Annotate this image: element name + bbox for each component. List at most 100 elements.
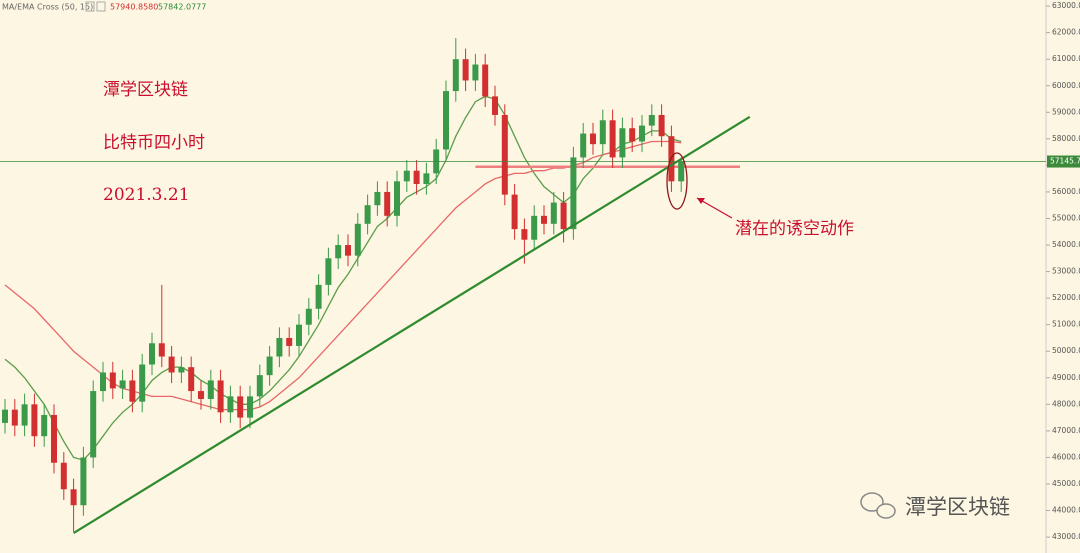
indicator-settings[interactable] [96,1,106,12]
candle-body [31,404,38,437]
candle-body [227,396,234,413]
candle-body [472,64,479,81]
callout-arrow [696,197,733,219]
candle-body [335,245,342,259]
indicator-name: MA/EMA Cross (50, 15) [2,3,93,12]
candle-body [139,364,146,402]
candle-body [296,324,302,346]
candle-body [217,380,224,413]
y-tick-label: 62000.00 [1052,28,1080,37]
candle-body [80,457,87,506]
candle-body [560,202,567,230]
candle-body [599,120,606,145]
candle-body [521,229,528,240]
callout-arrowhead [697,198,705,204]
watermark: 潭学区块链 [905,495,1010,519]
candle-body [286,337,293,346]
candle-body [501,114,508,195]
candle-body [90,391,97,458]
candle-body [580,133,587,158]
y-tick-label: 47000.00 [1052,426,1080,435]
y-tick-label: 43000.00 [1052,532,1080,541]
highlight-ellipse [666,152,688,210]
candle-body [325,258,332,285]
candle-body [60,462,67,490]
candle-body [364,205,371,224]
candle-body [11,409,18,426]
candle-body [256,375,263,397]
y-tick-label: 44000.00 [1052,506,1080,515]
trend-line [73,115,751,535]
candle-body [354,223,361,256]
candle-body [247,396,253,418]
y-tick-label: 48000.00 [1052,399,1080,408]
candle-body [149,343,155,365]
candle-body [276,337,283,357]
candle-body [678,161,685,182]
candle-body [550,202,557,224]
y-tick-label: 45000.00 [1052,479,1080,488]
candle-body [648,114,655,126]
candle-body [511,194,518,230]
candle-body [629,128,636,142]
plot-area [0,37,1046,535]
watermark-icon [860,492,896,519]
candle-body [41,414,48,437]
candle-body [188,367,195,392]
y-tick-label: 59000.00 [1052,107,1080,116]
candle-body [462,59,469,81]
candle-body [21,404,28,426]
candle-body [639,125,645,142]
ema-value: 57842.0777 [158,3,206,12]
candle-body [374,191,381,206]
candle-body [531,215,538,240]
indicator-toggle[interactable] [85,1,95,12]
annotation-date: 2021.3.21 [103,185,190,205]
y-tick-label: 51000.00 [1052,320,1080,329]
y-tick-label: 61000.00 [1052,54,1080,63]
candle-body [207,380,214,400]
annotation-callout: 潜在的诱空动作 [735,219,854,239]
candle-body [413,170,420,184]
y-tick-label: 58000.00 [1052,134,1080,143]
candle-body [51,414,57,463]
candle-body [237,396,244,418]
candle-body [394,181,400,216]
candle-body [266,356,273,376]
last-price-label: 57145.78 [1050,157,1080,166]
y-tick-label: 53000.00 [1052,267,1080,276]
annotation-subtitle: 比特币四小时 [103,133,205,153]
annotation-title: 潭学区块链 [103,80,188,100]
candle-body [619,128,626,158]
y-tick-label: 52000.00 [1052,293,1080,302]
candle-body [384,191,391,216]
candle-body [658,114,665,137]
candle-body [423,173,430,184]
candle-body [119,380,126,389]
candle-body [109,372,116,389]
candle-body [403,170,410,182]
candle-body [609,120,616,158]
candle-body [315,284,322,309]
candle-body [541,215,547,224]
candle-body [168,356,175,373]
ma-value: 57940.8580 [110,3,158,12]
candle-body [492,96,498,115]
ma-line [4,95,682,461]
candle-body [590,133,596,145]
y-tick-label: 63000.00 [1052,1,1080,10]
y-tick-label: 56000.00 [1052,187,1080,196]
candle-body [443,91,449,150]
y-tick-label: 49000.00 [1052,373,1080,382]
candle-body [178,367,185,373]
candle-body [305,308,312,325]
candle-body [2,409,8,423]
y-tick-label: 50000.00 [1052,346,1080,355]
candle-body [570,157,577,230]
candle-body [198,391,204,400]
y-tick-label: 46000.00 [1052,452,1080,461]
y-tick-label: 60000.00 [1052,81,1080,90]
y-tick-label: 54000.00 [1052,240,1080,249]
